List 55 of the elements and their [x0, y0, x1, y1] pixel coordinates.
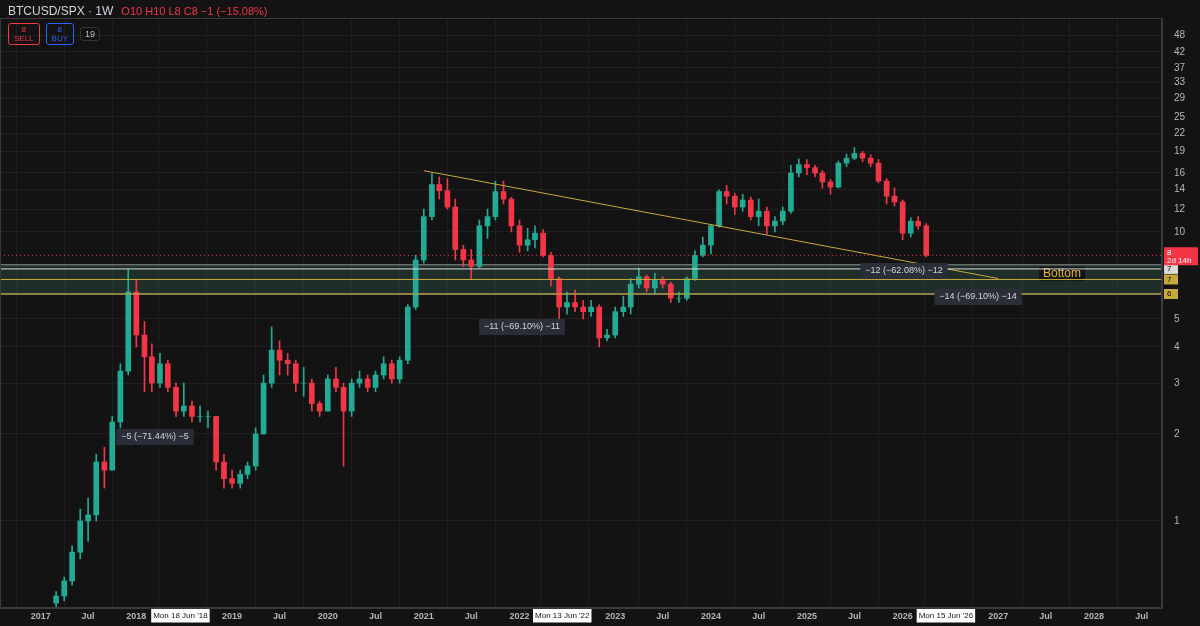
x-tick-label: Jul	[656, 610, 670, 621]
x-tick-label: 2026	[892, 610, 913, 621]
x-tick-label: 2027	[988, 610, 1009, 621]
y-tick-label: 25	[1174, 110, 1186, 122]
x-tick-label: 2025	[796, 610, 817, 621]
x-tick-label: Jul	[847, 610, 861, 621]
x-tick-label: Mon 15 Jun '26	[918, 611, 974, 620]
annotation: 8 BUY	[45, 23, 75, 45]
annotation: −14 (−69.10%) −14	[939, 291, 1017, 302]
ref-line-label: 7	[1167, 264, 1172, 274]
annotation: 19	[80, 27, 101, 41]
y-tick-label: 42	[1174, 45, 1186, 57]
y-tick-label: 1	[1174, 514, 1180, 526]
annotation: −12 (−62.08%) −12	[865, 265, 943, 276]
y-tick-label: 2	[1174, 427, 1180, 439]
x-tick-label: 2019	[222, 610, 243, 621]
y-tick-label: 37	[1174, 61, 1186, 73]
ref-line-label: 6	[1167, 289, 1172, 299]
y-tick-label: 33	[1174, 75, 1186, 87]
x-tick-label: Jul	[1039, 610, 1053, 621]
x-tick-label: Mon 13 Jun '22	[535, 611, 591, 620]
x-tick-label: Mon 18 Jun '18	[153, 611, 209, 620]
y-tick-label: 10	[1174, 225, 1186, 237]
x-tick-label: Jul	[273, 610, 287, 621]
band-label: Bottom	[1042, 266, 1082, 281]
chart-title: BTCUSD/SPX · 1W	[8, 4, 114, 18]
y-tick-label: 12	[1174, 202, 1186, 214]
chart-subtitle: O10 H10 L8 C8 −1 (−15.08%)	[121, 5, 268, 17]
y-tick-label: 3	[1174, 376, 1180, 388]
y-tick-label: 16	[1174, 166, 1186, 178]
y-tick-label: 48	[1174, 28, 1186, 40]
x-tick-label: 2024	[700, 610, 721, 621]
y-tick-label: 5	[1174, 312, 1180, 324]
x-tick-label: 2023	[605, 610, 626, 621]
annotation: 8 SELL	[8, 23, 40, 45]
annotation: −11 (−69.10%) −11	[484, 321, 560, 332]
y-tick-label: 29	[1174, 92, 1186, 104]
y-tick-label: 4	[1174, 340, 1180, 352]
ref-line-label: 7	[1167, 274, 1172, 284]
y-tick-label: 14	[1174, 183, 1186, 195]
x-tick-label: Jul	[81, 610, 95, 621]
x-tick-label: Jul	[369, 610, 383, 621]
x-tick-label: 2020	[317, 610, 338, 621]
ref-line-label: 8 2d 14h	[1167, 247, 1192, 265]
x-tick-label: 2017	[30, 610, 51, 621]
annotation: −5 (−71.44%) −5	[121, 431, 189, 442]
x-tick-label: Jul	[464, 610, 478, 621]
y-tick-label: 22	[1174, 126, 1186, 138]
y-tick-label: 19	[1174, 145, 1186, 157]
x-tick-label: 2018	[126, 610, 147, 621]
x-tick-label: 2022	[509, 610, 530, 621]
x-tick-label: 2028	[1084, 610, 1105, 621]
x-tick-label: Jul	[752, 610, 766, 621]
x-tick-label: Jul	[1135, 610, 1149, 621]
x-tick-label: 2021	[413, 610, 434, 621]
